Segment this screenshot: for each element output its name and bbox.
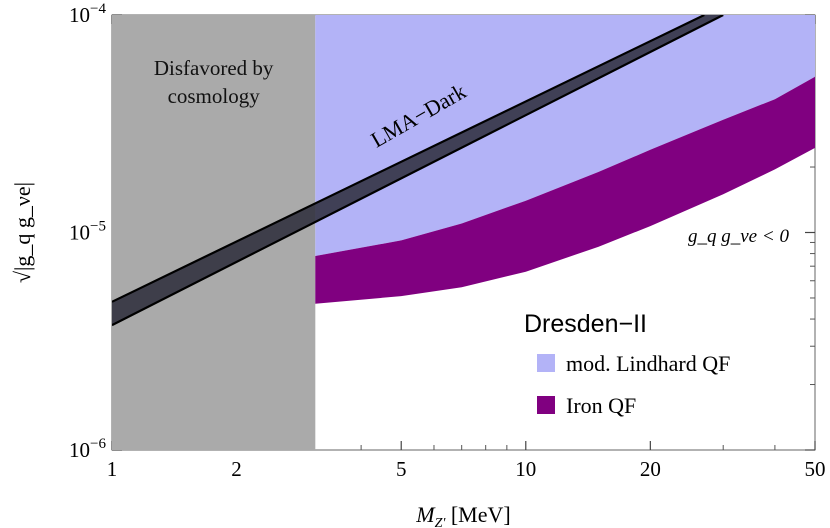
legend-label: Iron QF	[566, 393, 636, 418]
y-tick-base: 10	[69, 221, 90, 245]
lma-dark-upper-edge	[112, 15, 705, 303]
legend-title: Dresden−II	[524, 310, 647, 338]
y-tick-exponent: −4	[90, 1, 106, 17]
band-iron	[315, 76, 815, 304]
legend-label: mod. Lindhard QF	[566, 351, 730, 376]
x-axis-symbol: M	[415, 502, 436, 527]
x-axis-title: MZ' [MeV]	[415, 502, 510, 528]
y-tick-exponent: −5	[90, 219, 106, 235]
chart-marks	[112, 15, 815, 450]
x-tick-label: 10	[515, 457, 536, 481]
x-axis-unit: [MeV]	[445, 502, 510, 527]
legend-swatch	[537, 396, 555, 414]
lma-dark-lower-edge	[112, 15, 724, 327]
y-tick-base: 10	[69, 438, 90, 462]
y-tick-label: 10−5	[69, 219, 106, 245]
x-tick-label: 5	[396, 457, 407, 481]
band-lindhard	[315, 15, 815, 256]
y-tick-label: 10−4	[69, 1, 106, 27]
y-tick-exponent: −6	[90, 436, 106, 452]
x-axis-subscript: Z'	[435, 516, 447, 528]
cosmology-label-line: cosmology	[168, 84, 261, 108]
legend-swatch	[537, 354, 555, 372]
y-axis-title-group: √|g_q g_νe|	[10, 182, 35, 283]
x-tick-label: 50	[805, 457, 826, 481]
y-tick-label: 10−6	[69, 436, 106, 462]
sign-annotation: g_q g_νe < 0	[688, 226, 789, 247]
x-tick-label: 1	[107, 457, 118, 481]
x-tick-label: 20	[640, 457, 661, 481]
x-tick-label: 2	[231, 457, 242, 481]
y-tick-base: 10	[69, 3, 90, 27]
y-axis-title: √|g_q g_νe|	[10, 182, 35, 283]
cosmology-label-line: Disfavored by	[154, 56, 274, 80]
